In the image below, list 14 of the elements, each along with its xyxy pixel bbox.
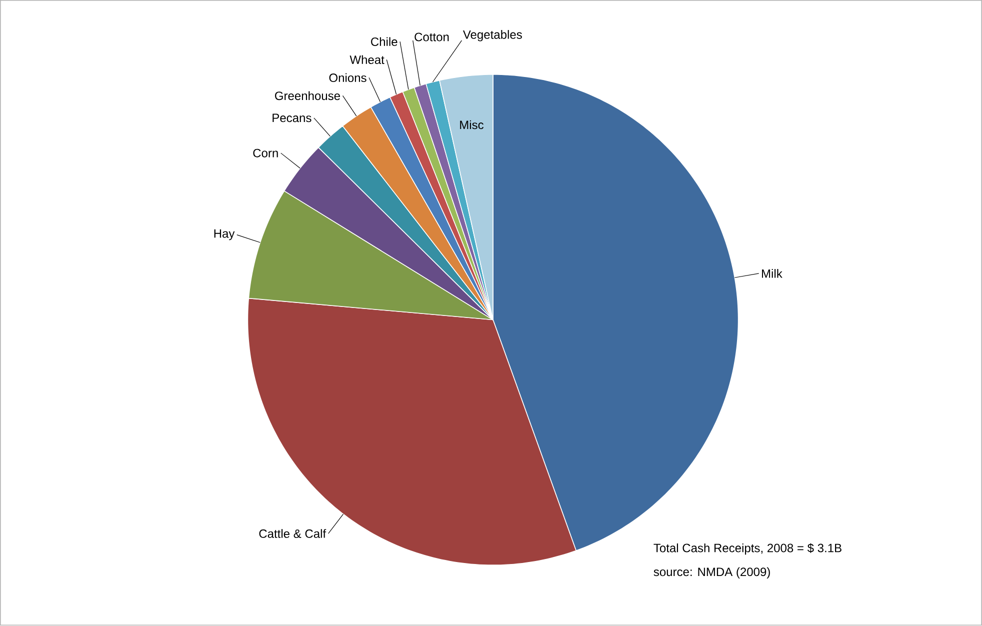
slice-label: Pecans — [272, 114, 312, 122]
slice-label: Cotton — [414, 32, 449, 42]
slice-label: Cattle & Calf — [259, 529, 326, 538]
slice-label: Vegetables — [462, 30, 522, 42]
slice-label: Hay — [214, 230, 235, 240]
slice-label: Greenhouse — [275, 91, 340, 100]
source-note: source: NMDA (2009) — [654, 568, 770, 579]
slice-label: Chile — [371, 37, 398, 46]
text: Total Cash Receipts, 2008 = $ 3.1B — [654, 543, 842, 555]
slice-label: Wheat — [350, 55, 384, 64]
slice-label: Corn — [253, 149, 278, 158]
slice-label: Misc — [460, 120, 484, 130]
slice-label: Onions — [329, 73, 366, 82]
slice-label: Milk — [762, 269, 782, 278]
